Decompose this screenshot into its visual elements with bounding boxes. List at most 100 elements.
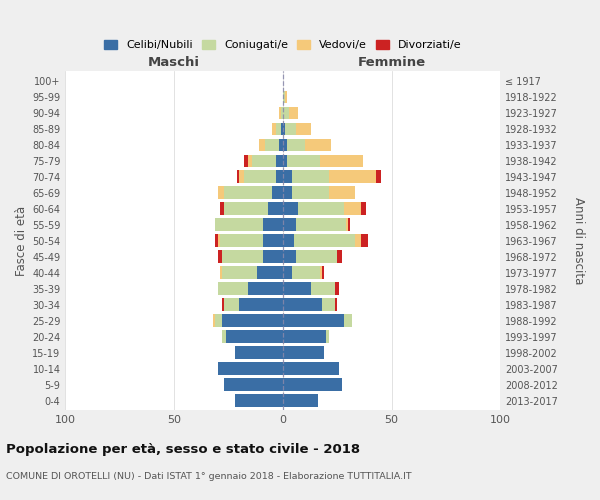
Bar: [224, 202, 268, 215]
Text: Popolazione per età, sesso e stato civile - 2018: Popolazione per età, sesso e stato civil…: [6, 442, 360, 456]
Bar: [235, 394, 283, 407]
Bar: [218, 282, 248, 295]
Text: Maschi: Maschi: [148, 56, 200, 69]
Bar: [263, 218, 283, 231]
Bar: [344, 202, 361, 215]
Bar: [289, 106, 298, 119]
Bar: [239, 298, 283, 311]
Bar: [218, 362, 283, 375]
Text: COMUNE DI OROTELLI (NU) - Dati ISTAT 1° gennaio 2018 - Elaborazione TUTTITALIA.I: COMUNE DI OROTELLI (NU) - Dati ISTAT 1° …: [6, 472, 412, 481]
Bar: [244, 170, 277, 183]
Bar: [278, 138, 283, 151]
Bar: [305, 138, 331, 151]
Bar: [215, 234, 218, 247]
Bar: [320, 154, 364, 167]
Bar: [277, 122, 281, 135]
Bar: [237, 170, 239, 183]
Bar: [335, 282, 340, 295]
Bar: [296, 122, 311, 135]
Bar: [218, 186, 224, 199]
Bar: [222, 314, 283, 327]
Bar: [283, 378, 341, 391]
Bar: [346, 218, 348, 231]
Bar: [281, 122, 283, 135]
Bar: [263, 234, 283, 247]
Bar: [329, 186, 355, 199]
Bar: [322, 266, 324, 279]
Bar: [344, 314, 352, 327]
Bar: [244, 154, 248, 167]
Bar: [361, 202, 365, 215]
Bar: [287, 154, 320, 167]
Bar: [265, 138, 278, 151]
Bar: [224, 186, 272, 199]
Bar: [283, 154, 287, 167]
Bar: [292, 266, 320, 279]
Bar: [283, 170, 292, 183]
Bar: [320, 266, 322, 279]
Bar: [348, 218, 350, 231]
Bar: [283, 250, 296, 263]
Bar: [283, 202, 298, 215]
Bar: [248, 154, 253, 167]
Bar: [257, 266, 283, 279]
Bar: [283, 282, 311, 295]
Bar: [283, 138, 287, 151]
Bar: [222, 298, 224, 311]
Bar: [239, 170, 244, 183]
Bar: [218, 250, 222, 263]
Bar: [268, 202, 283, 215]
Bar: [292, 186, 329, 199]
Bar: [235, 346, 283, 359]
Bar: [272, 122, 277, 135]
Bar: [222, 266, 257, 279]
Bar: [220, 266, 222, 279]
Bar: [283, 218, 296, 231]
Bar: [226, 330, 283, 343]
Bar: [263, 250, 283, 263]
Bar: [278, 106, 281, 119]
Bar: [322, 298, 335, 311]
Bar: [253, 154, 277, 167]
Bar: [215, 218, 263, 231]
Bar: [283, 266, 292, 279]
Bar: [326, 330, 329, 343]
Bar: [283, 362, 340, 375]
Bar: [355, 234, 361, 247]
Bar: [294, 234, 355, 247]
Bar: [281, 106, 283, 119]
Bar: [220, 202, 224, 215]
Bar: [259, 138, 265, 151]
Bar: [215, 314, 222, 327]
Bar: [329, 170, 376, 183]
Bar: [298, 202, 344, 215]
Bar: [213, 314, 215, 327]
Y-axis label: Anni di nascita: Anni di nascita: [572, 197, 585, 284]
Bar: [222, 330, 226, 343]
Bar: [287, 138, 305, 151]
Bar: [220, 234, 263, 247]
Bar: [335, 298, 337, 311]
Bar: [283, 394, 317, 407]
Bar: [376, 170, 381, 183]
Bar: [283, 314, 344, 327]
Bar: [218, 234, 220, 247]
Bar: [283, 122, 285, 135]
Bar: [224, 298, 239, 311]
Bar: [272, 186, 283, 199]
Bar: [224, 378, 283, 391]
Bar: [283, 330, 326, 343]
Bar: [283, 106, 289, 119]
Bar: [283, 186, 292, 199]
Bar: [337, 250, 341, 263]
Legend: Celibi/Nubili, Coniugati/e, Vedovi/e, Divorziati/e: Celibi/Nubili, Coniugati/e, Vedovi/e, Di…: [102, 38, 464, 52]
Bar: [292, 170, 329, 183]
Bar: [283, 234, 294, 247]
Bar: [285, 122, 296, 135]
Bar: [283, 90, 285, 103]
Bar: [296, 218, 346, 231]
Bar: [283, 298, 322, 311]
Bar: [277, 170, 283, 183]
Y-axis label: Fasce di età: Fasce di età: [15, 206, 28, 276]
Bar: [277, 154, 283, 167]
